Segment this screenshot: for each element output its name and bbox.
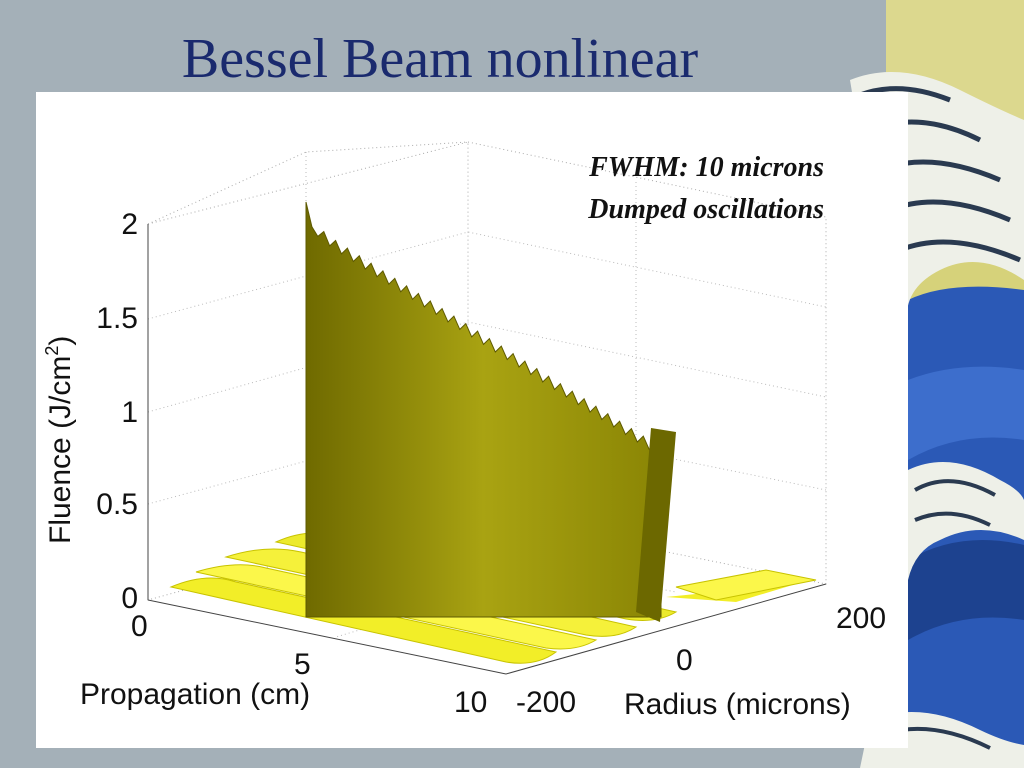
x-tick-0: 0 xyxy=(131,610,148,643)
y-tick-0: 0 xyxy=(676,644,693,677)
z-axis-label: Fluence (J/cm2) xyxy=(42,336,77,544)
wave-artwork xyxy=(850,0,1024,768)
z-tick-0: 0 xyxy=(121,582,138,615)
y-axis-label: Radius (microns) xyxy=(624,688,851,721)
x-tick-10: 10 xyxy=(454,686,487,719)
surface-plot: 2 1.5 1 0.5 0 Fluence (J/cm2) 0 5 10 Pro… xyxy=(42,141,886,721)
central-peak-wall xyxy=(305,201,676,622)
x-axis-ticks: 0 5 10 xyxy=(131,610,487,719)
z-tick-0.5: 0.5 xyxy=(96,488,138,521)
z-tick-1.5: 1.5 xyxy=(96,302,138,335)
y-axis-ticks: -200 0 200 xyxy=(516,602,886,719)
annotation-fwhm: FWHM: 10 microns xyxy=(589,152,824,183)
figure-panel: 2 1.5 1 0.5 0 Fluence (J/cm2) 0 5 10 Pro… xyxy=(36,92,908,748)
x-axis-label: Propagation (cm) xyxy=(80,678,310,711)
slide-title: Bessel Beam nonlinear xyxy=(181,28,699,90)
annotation-oscillations: Dumped oscillations xyxy=(588,194,824,225)
z-axis-ticks: 2 1.5 1 0.5 0 xyxy=(96,208,138,615)
y-tick-neg200: -200 xyxy=(516,686,576,719)
x-tick-5: 5 xyxy=(294,648,311,681)
y-tick-200: 200 xyxy=(836,602,886,635)
z-tick-1: 1 xyxy=(121,396,138,429)
z-tick-2: 2 xyxy=(121,208,138,241)
